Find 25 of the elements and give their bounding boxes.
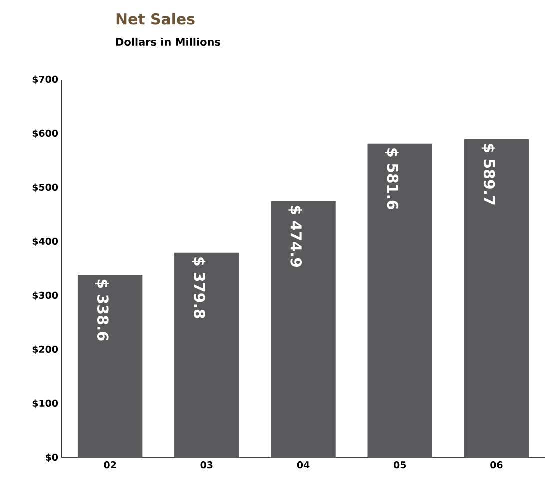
data-label: $ 338.6 <box>96 280 110 341</box>
chart-title: Net Sales <box>116 13 195 25</box>
y-tick-label: $500 <box>32 184 58 192</box>
x-tick-label: 06 <box>490 462 503 469</box>
bar <box>464 140 530 458</box>
data-label: $ 379.8 <box>192 258 206 318</box>
y-tick-label: $300 <box>32 292 58 300</box>
y-tick-label: $0 <box>46 454 58 462</box>
x-tick-label: 03 <box>200 462 213 469</box>
y-tick-label: $200 <box>32 346 58 354</box>
bar <box>174 252 240 458</box>
data-label: $ 474.9 <box>288 206 302 267</box>
y-tick-label: $100 <box>32 400 58 408</box>
y-tick-label: $700 <box>32 76 58 84</box>
bar <box>368 144 432 458</box>
x-tick-label: 02 <box>104 462 116 469</box>
bar <box>271 202 336 458</box>
data-label: $ 581.6 <box>385 148 399 210</box>
bar <box>78 275 143 458</box>
chart-subtitle: Dollars in Millions <box>116 38 220 46</box>
x-tick-label: 04 <box>297 462 310 469</box>
data-label: $ 589.7 <box>482 144 496 205</box>
y-tick-label: $600 <box>32 130 58 138</box>
x-tick-label: 05 <box>394 462 406 469</box>
y-tick-label: $400 <box>32 238 58 246</box>
